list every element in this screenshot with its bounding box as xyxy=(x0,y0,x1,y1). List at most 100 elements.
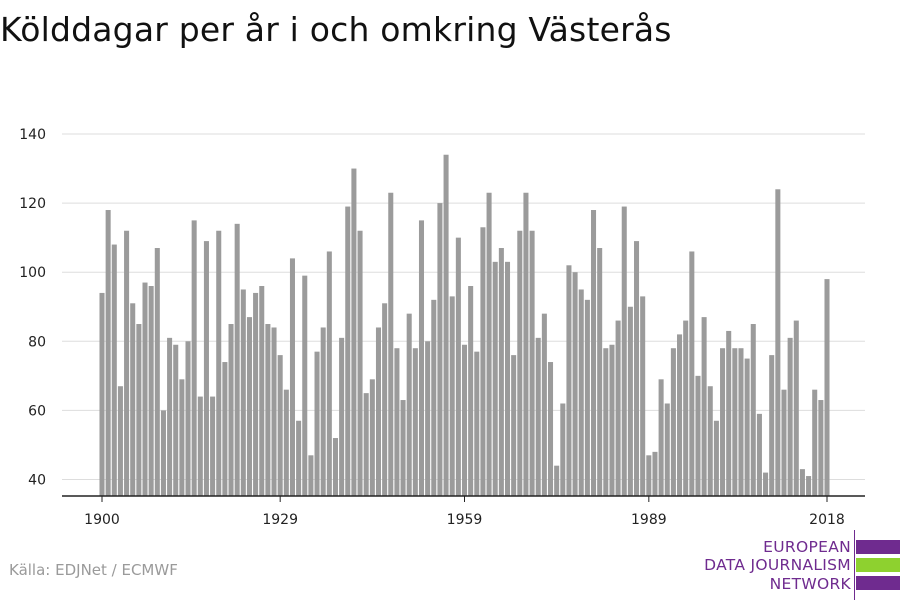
bar-1916[interactable] xyxy=(197,396,203,496)
bar-2002[interactable] xyxy=(726,330,732,496)
bar-1937[interactable] xyxy=(326,251,332,496)
bar-1900[interactable] xyxy=(99,292,105,496)
bar-1912[interactable] xyxy=(173,344,179,496)
bar-1976[interactable] xyxy=(566,265,572,496)
bar-1996[interactable] xyxy=(689,251,695,496)
bar-1993[interactable] xyxy=(670,348,676,496)
bar-1957[interactable] xyxy=(449,296,455,496)
bar-1942[interactable] xyxy=(357,230,363,497)
bar-1946[interactable] xyxy=(382,303,388,496)
bar-1965[interactable] xyxy=(498,248,504,496)
bar-2003[interactable] xyxy=(732,348,738,496)
bar-1978[interactable] xyxy=(578,289,584,496)
bar-2004[interactable] xyxy=(738,348,744,496)
bar-2014[interactable] xyxy=(799,469,805,496)
bar-1951[interactable] xyxy=(412,348,418,496)
bar-1975[interactable] xyxy=(560,403,566,496)
bar-1983[interactable] xyxy=(609,344,615,496)
bar-2000[interactable] xyxy=(713,420,719,496)
bar-1940[interactable] xyxy=(345,206,351,496)
bar-1902[interactable] xyxy=(111,244,117,496)
bar-1980[interactable] xyxy=(591,210,597,496)
bar-2001[interactable] xyxy=(720,348,726,496)
bar-1994[interactable] xyxy=(677,334,683,496)
bar-1905[interactable] xyxy=(130,303,136,496)
bar-1909[interactable] xyxy=(154,248,160,496)
bar-1969[interactable] xyxy=(523,192,529,497)
bar-1927[interactable] xyxy=(265,324,271,496)
bar-1914[interactable] xyxy=(185,341,191,496)
bar-1986[interactable] xyxy=(627,306,633,496)
bar-1913[interactable] xyxy=(179,379,185,496)
bar-1981[interactable] xyxy=(597,248,603,496)
bar-1944[interactable] xyxy=(369,379,375,496)
bar-2012[interactable] xyxy=(787,337,793,496)
bar-1925[interactable] xyxy=(253,292,259,496)
bar-2008[interactable] xyxy=(763,472,769,496)
bar-1948[interactable] xyxy=(394,348,400,496)
bar-2005[interactable] xyxy=(744,358,750,496)
bar-2006[interactable] xyxy=(750,324,756,496)
bar-1918[interactable] xyxy=(210,396,216,496)
bar-1933[interactable] xyxy=(302,275,308,496)
bar-1964[interactable] xyxy=(492,261,498,496)
bar-1973[interactable] xyxy=(548,362,554,496)
bar-2017[interactable] xyxy=(818,400,824,496)
bar-1961[interactable] xyxy=(474,351,480,496)
bar-1972[interactable] xyxy=(541,313,547,496)
bar-1926[interactable] xyxy=(259,286,265,496)
bar-1922[interactable] xyxy=(234,223,240,496)
bar-1903[interactable] xyxy=(117,386,123,496)
edjnet-logo[interactable]: EUROPEAN DATA JOURNALISM NETWORK xyxy=(700,530,900,600)
bar-1995[interactable] xyxy=(683,320,689,496)
bar-1952[interactable] xyxy=(418,220,425,497)
bar-1991[interactable] xyxy=(658,379,664,496)
bar-1977[interactable] xyxy=(572,272,578,496)
bar-2013[interactable] xyxy=(793,320,799,496)
bar-2016[interactable] xyxy=(812,389,818,496)
bar-1953[interactable] xyxy=(425,341,431,496)
bar-1987[interactable] xyxy=(634,241,640,496)
bar-1989[interactable] xyxy=(646,455,652,496)
bar-1958[interactable] xyxy=(455,237,461,496)
bar-1959[interactable] xyxy=(461,344,468,496)
bar-1992[interactable] xyxy=(664,403,670,496)
bar-1945[interactable] xyxy=(375,327,381,496)
bar-1910[interactable] xyxy=(160,410,166,496)
bar-1970[interactable] xyxy=(529,230,535,497)
bar-1949[interactable] xyxy=(400,400,406,496)
bar-1962[interactable] xyxy=(480,227,486,496)
bar-1947[interactable] xyxy=(388,192,394,497)
bar-2009[interactable] xyxy=(769,355,775,496)
bar-1935[interactable] xyxy=(314,351,320,496)
bar-1924[interactable] xyxy=(246,317,252,496)
bar-1979[interactable] xyxy=(584,299,590,496)
bar-1943[interactable] xyxy=(363,393,369,497)
bar-1999[interactable] xyxy=(707,386,713,496)
bar-1938[interactable] xyxy=(332,438,338,496)
bar-1928[interactable] xyxy=(271,327,277,496)
bar-1968[interactable] xyxy=(517,230,523,497)
bar-1921[interactable] xyxy=(228,324,234,496)
bar-1997[interactable] xyxy=(695,375,701,496)
bar-1939[interactable] xyxy=(339,337,345,496)
bar-1963[interactable] xyxy=(486,192,492,497)
bar-1920[interactable] xyxy=(222,362,228,496)
bar-1985[interactable] xyxy=(621,206,627,496)
bar-1988[interactable] xyxy=(640,296,646,496)
bar-1901[interactable] xyxy=(105,210,111,496)
bar-1966[interactable] xyxy=(504,261,511,496)
bar-1954[interactable] xyxy=(431,299,437,496)
bar-1917[interactable] xyxy=(203,241,209,496)
bar-1919[interactable] xyxy=(216,230,222,497)
bar-2011[interactable] xyxy=(781,389,787,496)
bar-1967[interactable] xyxy=(511,355,517,496)
bar-1932[interactable] xyxy=(296,420,302,496)
bar-1931[interactable] xyxy=(289,258,295,496)
bar-1904[interactable] xyxy=(124,230,130,497)
bar-1998[interactable] xyxy=(701,317,707,496)
bar-1990[interactable] xyxy=(652,451,658,496)
bar-1955[interactable] xyxy=(437,203,443,496)
bar-2007[interactable] xyxy=(756,413,762,496)
bar-1950[interactable] xyxy=(406,313,412,496)
